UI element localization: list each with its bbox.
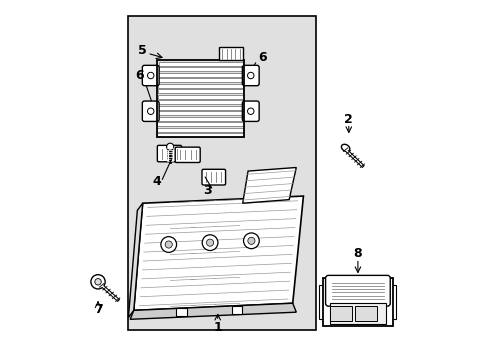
Circle shape <box>147 108 154 114</box>
Bar <box>158 78 243 82</box>
Polygon shape <box>134 196 303 310</box>
Bar <box>318 285 325 319</box>
Bar <box>157 106 244 110</box>
Bar <box>158 95 243 99</box>
Bar <box>128 16 315 330</box>
Circle shape <box>247 237 254 244</box>
FancyBboxPatch shape <box>142 101 159 121</box>
Text: 2: 2 <box>344 113 352 126</box>
Bar <box>329 306 351 321</box>
Circle shape <box>247 108 253 114</box>
Bar <box>157 117 244 121</box>
Circle shape <box>165 241 172 248</box>
Bar <box>157 111 244 115</box>
Bar <box>157 133 244 137</box>
Text: 5: 5 <box>138 44 146 57</box>
Circle shape <box>206 239 213 246</box>
Ellipse shape <box>341 144 349 152</box>
Bar <box>158 84 243 88</box>
Bar <box>176 308 186 316</box>
Polygon shape <box>242 167 296 203</box>
Circle shape <box>91 275 105 289</box>
FancyBboxPatch shape <box>175 147 200 162</box>
Bar <box>157 122 244 126</box>
Bar <box>158 100 243 104</box>
Bar <box>231 306 242 314</box>
Circle shape <box>166 143 173 150</box>
Circle shape <box>247 72 253 79</box>
FancyBboxPatch shape <box>242 65 259 86</box>
FancyBboxPatch shape <box>325 275 389 306</box>
FancyBboxPatch shape <box>157 145 181 162</box>
Bar <box>158 73 243 77</box>
FancyBboxPatch shape <box>242 101 259 121</box>
Bar <box>323 278 392 327</box>
Bar <box>329 303 386 324</box>
Text: 6: 6 <box>135 69 143 82</box>
Text: 1: 1 <box>213 321 222 334</box>
Bar <box>389 285 395 319</box>
Text: 8: 8 <box>353 247 362 260</box>
Text: 6: 6 <box>258 51 266 64</box>
FancyBboxPatch shape <box>142 65 159 86</box>
Bar <box>157 128 244 132</box>
Circle shape <box>243 233 259 249</box>
Bar <box>158 89 243 93</box>
Bar <box>158 62 243 66</box>
Polygon shape <box>130 303 296 319</box>
Text: 4: 4 <box>152 175 161 188</box>
Bar <box>219 47 242 60</box>
Circle shape <box>202 235 218 251</box>
Bar <box>157 60 244 137</box>
Polygon shape <box>128 203 142 318</box>
Bar <box>354 306 376 321</box>
Bar <box>158 67 243 71</box>
FancyBboxPatch shape <box>202 169 225 185</box>
Circle shape <box>95 279 101 285</box>
Text: 3: 3 <box>203 184 212 197</box>
Circle shape <box>147 72 154 79</box>
Text: 7: 7 <box>94 303 102 316</box>
Circle shape <box>161 237 176 252</box>
